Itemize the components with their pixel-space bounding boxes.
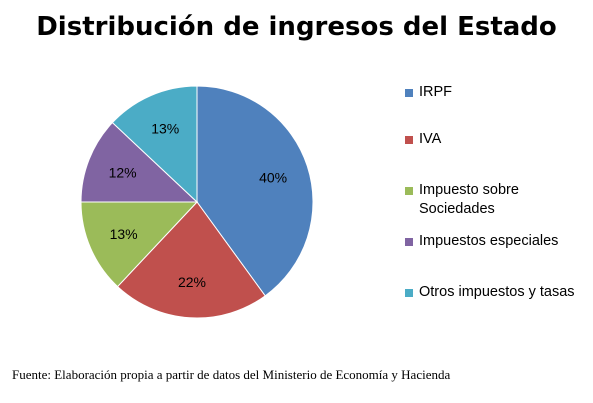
legend-label-3: Impuestos especiales: [419, 233, 559, 249]
chart-title: Distribución de ingresos del Estado: [36, 12, 557, 42]
pie-slice-2: [80, 201, 199, 288]
legend-swatch-4: [405, 289, 413, 297]
slice-label-4: 13%: [151, 121, 179, 137]
legend-swatch-1: [405, 136, 413, 144]
legend-label-0: IRPF: [419, 84, 453, 100]
legend-swatch-2: [405, 187, 413, 195]
source-note: Fuente: Elaboración propia a partir de d…: [12, 367, 451, 382]
pie-chart: 40% 22% 13% 12% 13%: [80, 85, 314, 319]
legend-item-4: Otros impuestos y tasas: [405, 283, 575, 302]
legend-label-1: IVA: [419, 131, 442, 147]
legend-item-1: IVA: [405, 130, 441, 149]
slice-label-1: 22%: [178, 274, 206, 290]
legend-item-0: IRPF: [405, 83, 452, 102]
legend-label-line: Impuesto sobre: [419, 182, 519, 198]
legend-item-2: Impuesto sobre Sociedades: [405, 181, 519, 219]
legend-item-3: Impuestos especiales: [405, 232, 558, 251]
legend-label-line: Sociedades: [419, 201, 495, 217]
legend-swatch-3: [405, 238, 413, 246]
pie-slice-3: [80, 121, 199, 203]
legend-label-4: Otros impuestos y tasas: [419, 284, 575, 300]
pie-slice-0: [196, 85, 314, 297]
legend-swatch-0: [405, 89, 413, 97]
slice-label-0: 40%: [259, 169, 287, 185]
pie-slice-4: [111, 85, 198, 204]
legend-label-2: Impuesto sobre Sociedades: [419, 181, 519, 219]
slice-label-3: 12%: [109, 165, 137, 181]
slice-label-2: 13%: [110, 226, 138, 242]
pie-slice-1: [116, 201, 266, 319]
